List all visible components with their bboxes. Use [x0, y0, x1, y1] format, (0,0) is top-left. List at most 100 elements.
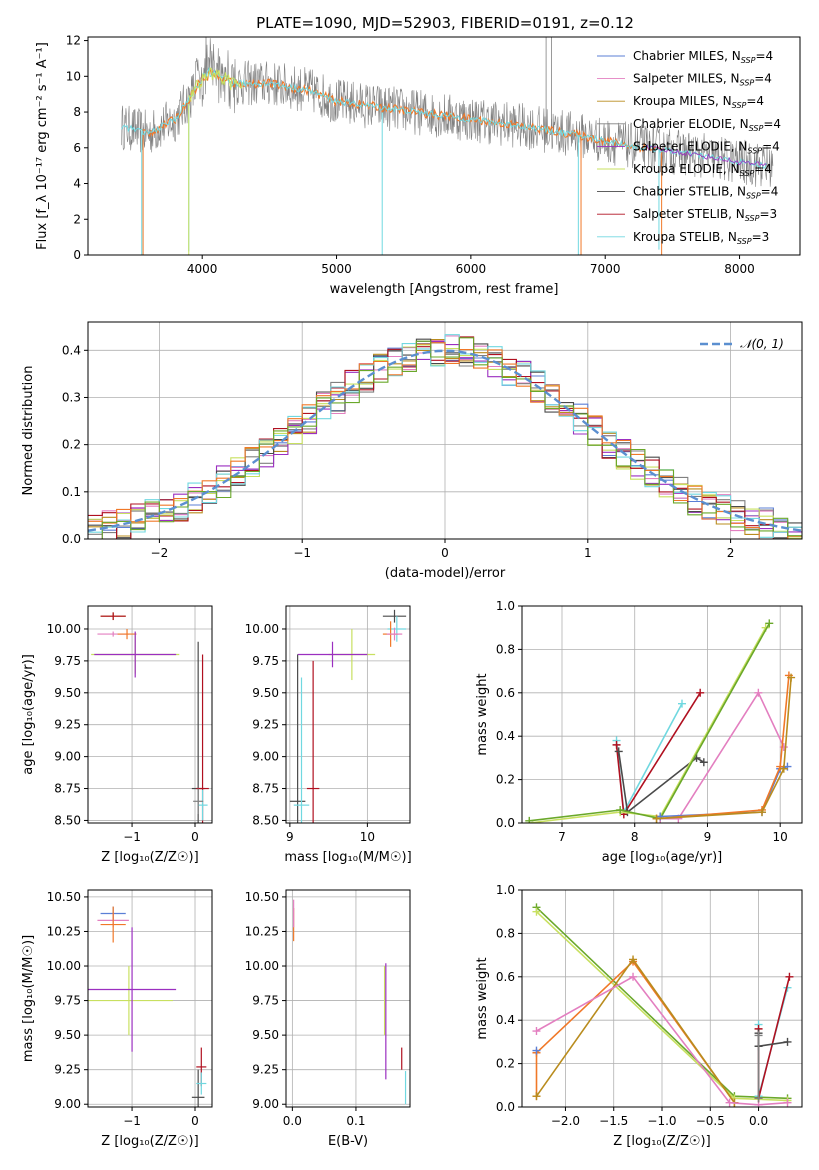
spectrum-panel: 4000 5000 6000 7000 8000 0 2 4 6 8 10 12 wavelength … [35, 34, 801, 297]
y-tick-label: 10 [66, 69, 81, 83]
weight-point-marker [629, 972, 638, 981]
axes-frame [285, 889, 411, 1108]
weight-point-marker [725, 1098, 734, 1107]
x-tick-label: 10 [360, 830, 375, 844]
weight-point-marker [652, 814, 661, 823]
y-tick-label: 10.50 [47, 890, 81, 904]
y-tick-label: 8.75 [54, 782, 81, 796]
y-tick-label: 9.25 [252, 1063, 279, 1077]
x-tick-label: 0.0 [283, 1114, 302, 1128]
weight-series-line [660, 691, 785, 820]
weight-point-marker [532, 1027, 541, 1036]
y-tick-label: 0.4 [496, 729, 515, 743]
y-tick-label: 1.0 [496, 883, 515, 897]
weight-point-marker [614, 747, 623, 756]
x-tick-label: 2 [727, 546, 735, 560]
y-axis-label: Flux [f_λ 10⁻¹⁷ erg cm⁻² s⁻¹ A⁻¹] [35, 42, 50, 250]
weight-point-marker [699, 758, 708, 767]
plot-area [293, 899, 407, 1105]
plot-area [525, 619, 796, 823]
mass-vs-extinction-panel: 0.0 0.1 9.00 9.25 9.50 9.75 10.00 10.25 10.50 E(B… [245, 889, 411, 1149]
y-tick-label: 0.6 [496, 970, 515, 984]
residuals-panel: −2 −1 0 1 2 0.0 0.1 0.2 0.3 0.4 (data-model)/error… [21, 321, 803, 581]
x-tick-label: 5000 [321, 262, 352, 276]
mass-vs-metallicity-panel: −1 0 9.00 9.25 9.50 9.75 10.00 10.25 10.50 Z [log… [21, 889, 213, 1149]
x-tick-label: −1.5 [599, 1114, 628, 1128]
x-tick-label: 8000 [724, 262, 755, 276]
axes-frame [87, 321, 803, 540]
weight-point-marker [754, 688, 763, 697]
y-tick-label: 0.6 [496, 686, 515, 700]
y-tick-label: 9.75 [54, 994, 81, 1008]
weight-vs-age-panel: 7 8 9 10 0.0 0.2 0.4 0.6 0.8 1.0 age [log₁₀(age/yr… [475, 599, 803, 865]
x-tick-label: −1.0 [647, 1114, 676, 1128]
y-tick-label: 8.75 [252, 782, 279, 796]
x-tick-label: 8 [631, 830, 639, 844]
x-tick-label: 0 [191, 830, 199, 844]
axes-frame [87, 36, 801, 256]
y-axis-label: mass weight [475, 957, 490, 1039]
y-tick-label: 0.2 [62, 438, 81, 452]
weight-point-marker [783, 1098, 792, 1107]
x-tick-label: 0.0 [749, 1114, 768, 1128]
weight-point-marker [678, 699, 686, 708]
y-tick-label: 10.00 [47, 622, 81, 636]
x-tick-label: −1 [123, 830, 141, 844]
legend-label: Kroupa ELODIE, NSSP=4 [633, 162, 772, 178]
y-tick-label: 0.4 [496, 1013, 515, 1027]
y-tick-label: 10.00 [47, 959, 81, 973]
weight-series-line [529, 623, 770, 822]
model-spectrum-line [645, 144, 767, 167]
axes-frame [285, 605, 411, 824]
y-tick-label: 1.0 [496, 599, 515, 613]
x-tick-label: 0.1 [346, 1114, 365, 1128]
legend-label: Salpeter STELIB, NSSP=3 [633, 207, 777, 223]
x-tick-label: 0 [441, 546, 449, 560]
x-axis-label: Z [log₁₀(Z/Z☉)] [101, 850, 198, 865]
plot-area [91, 612, 209, 823]
plot-area [289, 609, 407, 823]
y-tick-label: 9.00 [54, 750, 81, 764]
weight-point-marker [765, 619, 774, 628]
x-tick-label: −2.0 [551, 1114, 580, 1128]
weight-series-line [529, 627, 767, 823]
y-tick-label: 0.1 [62, 485, 81, 499]
weight-vs-metallicity-panel: −2.0 −1.5 −1.0 −0.5 0.0 0.0 0.2 0.4 0.6 0.8 1.0 Z [… [475, 883, 803, 1149]
y-tick-label: 9.75 [252, 994, 279, 1008]
legend-label: Kroupa STELIB, NSSP=3 [633, 230, 769, 246]
weight-series-line [757, 976, 791, 1099]
legend-label: Chabrier MILES, NSSP=4 [633, 49, 773, 65]
y-axis-label: age [log₁₀(age/yr)] [21, 654, 36, 775]
x-tick-label: 0 [191, 1114, 199, 1128]
weight-point-marker [785, 972, 794, 981]
x-tick-label: 7000 [590, 262, 621, 276]
y-tick-label: 10.25 [245, 924, 279, 938]
weight-series-line [615, 692, 701, 817]
y-axis-label: mass [log₁₀(M/M☉)] [21, 935, 36, 1062]
y-tick-label: 0.8 [496, 642, 515, 656]
weight-point-marker [787, 673, 796, 682]
y-tick-label: 9.50 [54, 1028, 81, 1042]
weight-point-marker [532, 1092, 541, 1101]
age-vs-metallicity-panel: −1 0 8.50 8.75 9.00 9.25 9.50 9.75 10.00 Z [log₁₀… [21, 605, 213, 865]
x-axis-label: E(B-V) [328, 1134, 368, 1149]
y-tick-label: 9.25 [54, 718, 81, 732]
weight-point-marker [629, 955, 638, 964]
weight-point-marker [612, 740, 621, 749]
x-tick-label: −0.5 [696, 1114, 725, 1128]
y-tick-label: 4 [73, 177, 81, 191]
x-tick-label: 7 [558, 830, 566, 844]
weight-series-line [617, 751, 705, 814]
y-tick-label: 0.0 [496, 816, 515, 830]
weight-point-marker [616, 805, 625, 814]
observed-spectrum-line [121, 37, 774, 187]
y-tick-label: 9.75 [252, 654, 279, 668]
y-tick-label: 0.0 [496, 1100, 515, 1114]
y-tick-label: 2 [73, 212, 81, 226]
y-tick-label: 0.2 [496, 1057, 515, 1071]
plot-area [88, 334, 802, 539]
y-axis-label: Normed distribution [21, 366, 36, 496]
weight-point-marker [532, 907, 541, 916]
x-tick-label: −1 [293, 546, 311, 560]
y-tick-label: 10.25 [47, 924, 81, 938]
